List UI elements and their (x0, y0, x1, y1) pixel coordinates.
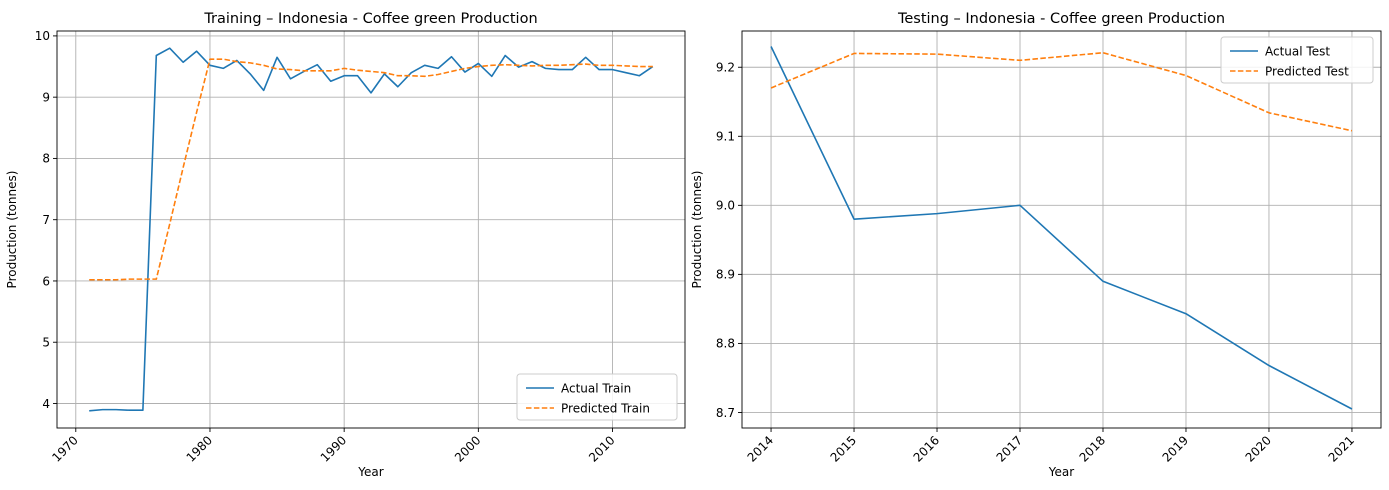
y-tick-label: 6 (42, 274, 50, 288)
y-tick-label: 8.7 (716, 406, 735, 420)
y-tick-label: 9.1 (716, 130, 735, 144)
legend-label: Predicted Test (1265, 64, 1349, 78)
series-line-actual-test (770, 46, 1353, 410)
x-tick-label: 1970 (49, 433, 80, 464)
y-tick-label: 10 (35, 29, 50, 43)
x-tick-label: 2000 (452, 433, 483, 464)
y-tick-label: 8.8 (716, 337, 735, 351)
x-tick-label: 2017 (994, 433, 1025, 464)
testing-chart: 2014 2015 2016 2017 2018 2019 2020 2021 8.7 8.8 8.… (690, 11, 1382, 479)
series-line-predicted-test (770, 51, 1353, 132)
plot-frame (741, 30, 1382, 429)
legend-label: Actual Train (561, 381, 631, 395)
y-tick-label: 9.2 (716, 61, 735, 75)
y-tick-label: 9 (42, 90, 50, 104)
x-tick-label: 2021 (1326, 433, 1357, 464)
legend-box (516, 373, 678, 421)
legend-box (1220, 36, 1374, 84)
x-tick-label: 2015 (828, 433, 859, 464)
y-axis-label: Production (tonnes) (690, 171, 704, 289)
x-tick-label: 2014 (745, 433, 776, 464)
series-line-actual-train (89, 47, 654, 412)
y-tick-label: 9.0 (716, 199, 735, 213)
y-axis-label: Production (tonnes) (5, 171, 19, 289)
chart-title: Testing – Indonesia - Coffee green Produ… (897, 11, 1225, 27)
x-axis-label: Year (1048, 465, 1074, 479)
legend: Actual Train Predicted Train (516, 373, 678, 421)
y-tick-label: 4 (42, 397, 50, 411)
training-chart: 1970 1980 1990 2000 2010 4 5 6 7 8 9 10 Training – I… (5, 11, 686, 479)
y-tick-label: 5 (42, 336, 50, 350)
x-tick-label: 2018 (1077, 433, 1108, 464)
x-tick-label: 2020 (1243, 433, 1274, 464)
series-line-predicted-train (89, 58, 653, 281)
x-tick-label: 2010 (586, 433, 617, 464)
y-tick-label: 7 (42, 213, 50, 227)
x-tick-label: 2016 (911, 433, 942, 464)
legend-label: Actual Test (1265, 44, 1330, 58)
x-tick-label: 1980 (184, 433, 215, 464)
legend-label: Predicted Train (561, 401, 650, 415)
y-tick-label: 8.9 (716, 268, 735, 282)
x-tick-label: 2019 (1160, 433, 1191, 464)
x-tick-label: 1990 (318, 433, 349, 464)
x-axis-label: Year (357, 465, 383, 479)
y-tick-label: 8 (42, 152, 50, 166)
plot-frame (56, 30, 686, 429)
legend: Actual Test Predicted Test (1220, 36, 1374, 84)
chart-title: Training – Indonesia - Coffee green Prod… (203, 11, 537, 27)
